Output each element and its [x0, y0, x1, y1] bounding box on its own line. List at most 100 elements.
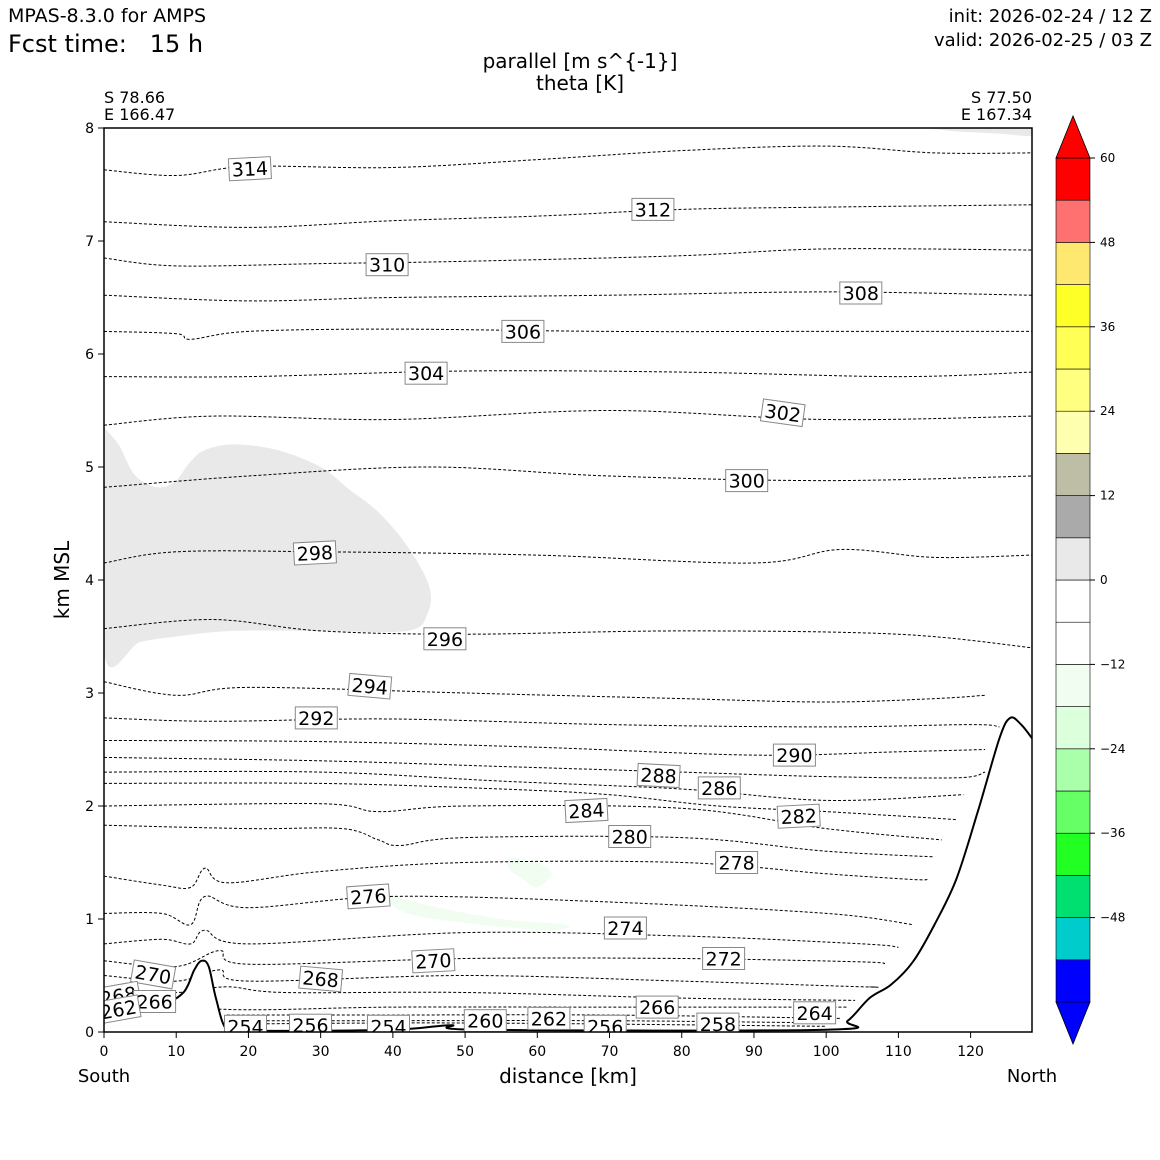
- y-tick-label: 2: [85, 799, 94, 815]
- x-tick-label: 90: [745, 1044, 763, 1060]
- contour-label: 314: [227, 156, 272, 182]
- contour-label: 256: [583, 1014, 627, 1032]
- colorbar-tick-label: −36: [1100, 826, 1125, 840]
- contour-label-text: 300: [729, 471, 765, 493]
- terrain-fill: [104, 717, 1032, 1032]
- x-tick-label: 0: [100, 1044, 109, 1060]
- colorbar-segment: [1055, 579, 1091, 623]
- theta-contour-290: [104, 740, 986, 756]
- contour-label: 284: [564, 797, 609, 823]
- contour-label: 298: [292, 540, 337, 566]
- contour-label-text: 254: [370, 1016, 406, 1038]
- theta-contour-296: [104, 618, 1032, 649]
- contour-label-box: [725, 469, 769, 493]
- theta-contour-layer: [104, 145, 1032, 1027]
- theta-contour-262: [226, 1020, 834, 1024]
- chart-title-theta: theta [K]: [536, 71, 624, 95]
- contour-label-text: 308: [843, 283, 879, 305]
- colorbar-segment: [1055, 242, 1091, 285]
- y-tick-label: 8: [85, 121, 94, 137]
- contour-label-text: 272: [705, 949, 741, 971]
- contour-label-box: [635, 995, 679, 1019]
- right-longitude: E 167.34: [961, 105, 1032, 124]
- colorbar-segment: [1055, 453, 1091, 496]
- axes-layer: 0 10 20 30 40 50 60 70 80 90 100 110 120 0 1 2 3 4 5 6 7 8: [85, 121, 984, 1060]
- contour-label-box: [759, 398, 806, 428]
- init-time: init: 2026-02-24 / 12 Z: [949, 6, 1152, 27]
- contour-label-box: [129, 959, 177, 990]
- x-axis-label: distance [km]: [499, 1064, 637, 1088]
- contour-label-box: [527, 1006, 571, 1030]
- contour-label: 306: [501, 319, 545, 343]
- right-latitude: S 77.50: [971, 88, 1032, 107]
- colorbar-segment: [1055, 157, 1091, 201]
- contour-label: 266: [635, 995, 679, 1019]
- colorbar-segment: [1055, 326, 1091, 370]
- theta-contour-272: [104, 950, 885, 968]
- contour-label-text: 290: [776, 745, 812, 767]
- contour-label-box: [583, 1014, 627, 1032]
- contour-label-text: 282: [780, 805, 817, 829]
- colorbar-tick-label: 36: [1100, 320, 1115, 334]
- theta-contour-298: [104, 548, 1032, 564]
- x-tick-label: 50: [456, 1044, 474, 1060]
- contour-label: 288: [636, 762, 681, 788]
- contour-label: 256: [289, 1013, 332, 1032]
- theta-contour-312: [104, 204, 1032, 228]
- contour-label-text: 266: [639, 997, 675, 1019]
- colorbar-tick-label: 60: [1100, 151, 1115, 165]
- contour-label-text: 294: [351, 675, 389, 700]
- theta-contour-302: [104, 409, 1032, 426]
- contour-label-box: [227, 156, 272, 182]
- y-tick-label: 5: [85, 460, 94, 476]
- contour-label-text: 268: [302, 967, 340, 992]
- contour-label-text: 280: [612, 827, 648, 849]
- x-tick-label: 70: [601, 1044, 619, 1060]
- contour-label: 270: [411, 948, 456, 974]
- contour-label-box: [423, 627, 467, 651]
- colorbar-segment: [1055, 664, 1091, 707]
- contour-label: 254: [367, 1014, 410, 1038]
- contour-label-box: [292, 540, 337, 566]
- wind-fill-region: [927, 128, 1032, 137]
- contour-label-box: [298, 965, 344, 993]
- contour-label: 282: [776, 803, 821, 829]
- colorbar-tick-label: 48: [1100, 235, 1115, 249]
- contour-label-box: [631, 197, 675, 221]
- contour-label: 300: [725, 469, 769, 493]
- contour-label: 264: [793, 1001, 837, 1025]
- theta-contour-308: [104, 291, 1032, 302]
- x-tick-label: 10: [167, 1044, 185, 1060]
- colorbar-extend-low: [1055, 1001, 1091, 1046]
- y-tick-label: 0: [85, 1025, 94, 1041]
- contour-label: 270: [129, 959, 177, 990]
- x-tick-label: 30: [312, 1044, 330, 1060]
- contour-label-text: 286: [701, 778, 737, 800]
- contour-label-text: 314: [231, 158, 268, 182]
- colorbar-tick-label: −48: [1100, 911, 1125, 925]
- x-tick-label: 20: [240, 1044, 258, 1060]
- contour-label-text: 260: [467, 1011, 503, 1033]
- contour-label: 308: [839, 281, 883, 305]
- x-tick-label: 110: [885, 1044, 912, 1060]
- contour-label-box: [608, 825, 652, 848]
- colorbar-segment: [1055, 706, 1091, 750]
- left-latitude: S 78.66: [104, 88, 165, 107]
- colorbar-tick-label: 12: [1100, 489, 1115, 503]
- colorbar-segment: [1055, 537, 1091, 581]
- wind-fill-region: [104, 427, 431, 668]
- contour-label-box: [365, 253, 409, 277]
- chart-title-wind: parallel [m s^{-1}]: [483, 49, 678, 73]
- contour-label: 310: [365, 253, 409, 277]
- contour-label: 312: [631, 197, 675, 221]
- y-tick-label: 4: [85, 573, 94, 589]
- contour-label-box: [715, 851, 759, 874]
- model-title: MPAS-8.3.0 for AMPS: [8, 5, 206, 27]
- contour-label-box: [289, 1013, 332, 1032]
- contour-label-text: 266: [136, 992, 172, 1014]
- colorbar-extend-high: [1055, 114, 1091, 159]
- x-tick-label: 40: [384, 1044, 402, 1060]
- contour-label-box: [793, 1001, 837, 1025]
- left-longitude: E 166.47: [104, 105, 175, 124]
